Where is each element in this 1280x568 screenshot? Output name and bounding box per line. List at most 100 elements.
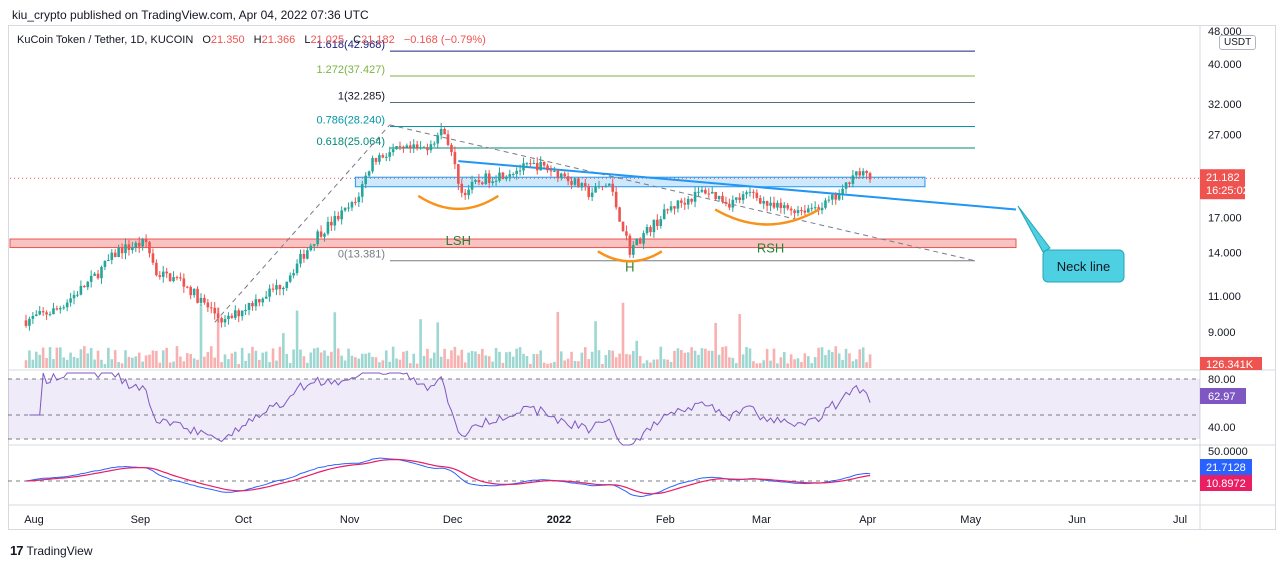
candle bbox=[755, 189, 759, 201]
volume-bar bbox=[834, 346, 838, 368]
candle bbox=[216, 307, 220, 323]
x-tick-label: Jun bbox=[1068, 514, 1086, 526]
low-label: L bbox=[304, 34, 311, 46]
candle bbox=[31, 312, 35, 325]
volume-bar bbox=[717, 354, 721, 368]
candle bbox=[460, 178, 464, 198]
candle-body bbox=[484, 173, 488, 185]
volume-bar bbox=[786, 363, 790, 368]
candle bbox=[758, 195, 762, 205]
candle-body bbox=[436, 135, 440, 144]
volume-bar bbox=[168, 362, 172, 368]
candle bbox=[165, 267, 168, 278]
open-label: O bbox=[202, 34, 211, 46]
candle bbox=[323, 232, 326, 242]
candle bbox=[86, 280, 90, 291]
candle bbox=[354, 197, 357, 206]
candle-body bbox=[34, 314, 38, 317]
candle-body bbox=[275, 285, 278, 290]
resistance-zone bbox=[354, 176, 926, 188]
volume-bar bbox=[72, 356, 76, 368]
volume-bar bbox=[443, 348, 446, 368]
candle bbox=[65, 299, 69, 312]
candle bbox=[103, 260, 107, 271]
volume-bar bbox=[487, 356, 491, 368]
volume-bar bbox=[693, 350, 697, 368]
volume-bar bbox=[398, 359, 402, 368]
volume-bar bbox=[714, 322, 717, 368]
volume-bar bbox=[470, 351, 474, 368]
volume-bar bbox=[563, 360, 566, 368]
candle-body bbox=[429, 144, 433, 151]
candle bbox=[326, 216, 330, 236]
volume-bar bbox=[24, 360, 28, 368]
tradingview-logo[interactable]: 17 TradingView bbox=[10, 543, 93, 558]
candle bbox=[539, 156, 542, 171]
chart-frame bbox=[8, 25, 1276, 530]
candle-body bbox=[837, 194, 841, 200]
candle-body bbox=[233, 310, 237, 318]
y-tick-label: 17.000 bbox=[1208, 213, 1242, 225]
x-tick-label: Apr bbox=[859, 514, 876, 526]
candle-body bbox=[868, 173, 872, 180]
candle-body bbox=[340, 210, 343, 220]
candle bbox=[686, 196, 690, 210]
candle bbox=[570, 176, 573, 190]
x-tick-label: 2022 bbox=[547, 514, 571, 526]
candle-body bbox=[316, 231, 319, 245]
head-arc bbox=[597, 250, 663, 263]
currency-button[interactable]: USDT bbox=[1219, 35, 1257, 50]
candle bbox=[412, 139, 416, 153]
candle bbox=[316, 229, 319, 247]
candle-body bbox=[662, 209, 666, 220]
candle bbox=[662, 203, 666, 220]
candle-body bbox=[258, 299, 261, 303]
volume-bar bbox=[662, 359, 666, 368]
candle bbox=[254, 294, 258, 311]
candle-body bbox=[237, 310, 241, 317]
volume-bar bbox=[837, 353, 841, 368]
candle-body bbox=[127, 244, 131, 251]
candle-body bbox=[165, 271, 168, 274]
candle bbox=[100, 265, 103, 284]
candle bbox=[656, 214, 659, 230]
volume-bar bbox=[511, 356, 515, 368]
candle-body bbox=[412, 144, 416, 149]
candle bbox=[855, 171, 858, 179]
candle bbox=[306, 247, 309, 260]
candle bbox=[772, 196, 776, 210]
volume-bar bbox=[535, 354, 539, 368]
candle bbox=[278, 284, 282, 296]
volume-bar bbox=[41, 347, 45, 368]
volume-bar bbox=[107, 347, 110, 368]
volume-bar bbox=[312, 348, 316, 368]
candle bbox=[422, 145, 426, 149]
volume-bar bbox=[182, 361, 186, 368]
volume-bar bbox=[865, 362, 868, 368]
candle bbox=[556, 169, 560, 183]
volume-bar bbox=[391, 346, 395, 368]
candle bbox=[299, 249, 302, 268]
candle-body bbox=[185, 286, 189, 288]
candle-body bbox=[192, 288, 196, 296]
volume-bar bbox=[450, 350, 453, 368]
candle-body bbox=[309, 245, 313, 251]
volume-bar bbox=[261, 352, 265, 368]
candle-body bbox=[741, 194, 745, 201]
candle bbox=[501, 171, 505, 180]
candle bbox=[76, 291, 79, 298]
candle-body bbox=[247, 302, 251, 311]
y-tick-label: 40.000 bbox=[1208, 59, 1242, 71]
candle-body bbox=[306, 250, 309, 259]
candle bbox=[738, 192, 741, 204]
candle-body bbox=[65, 302, 69, 308]
candle bbox=[62, 304, 66, 310]
candle-body bbox=[556, 170, 560, 178]
candle bbox=[728, 198, 731, 211]
volume-bar bbox=[264, 351, 268, 368]
candle-body bbox=[638, 238, 642, 244]
candle-body bbox=[388, 152, 392, 157]
volume-bar bbox=[707, 350, 711, 368]
candle bbox=[474, 179, 477, 185]
